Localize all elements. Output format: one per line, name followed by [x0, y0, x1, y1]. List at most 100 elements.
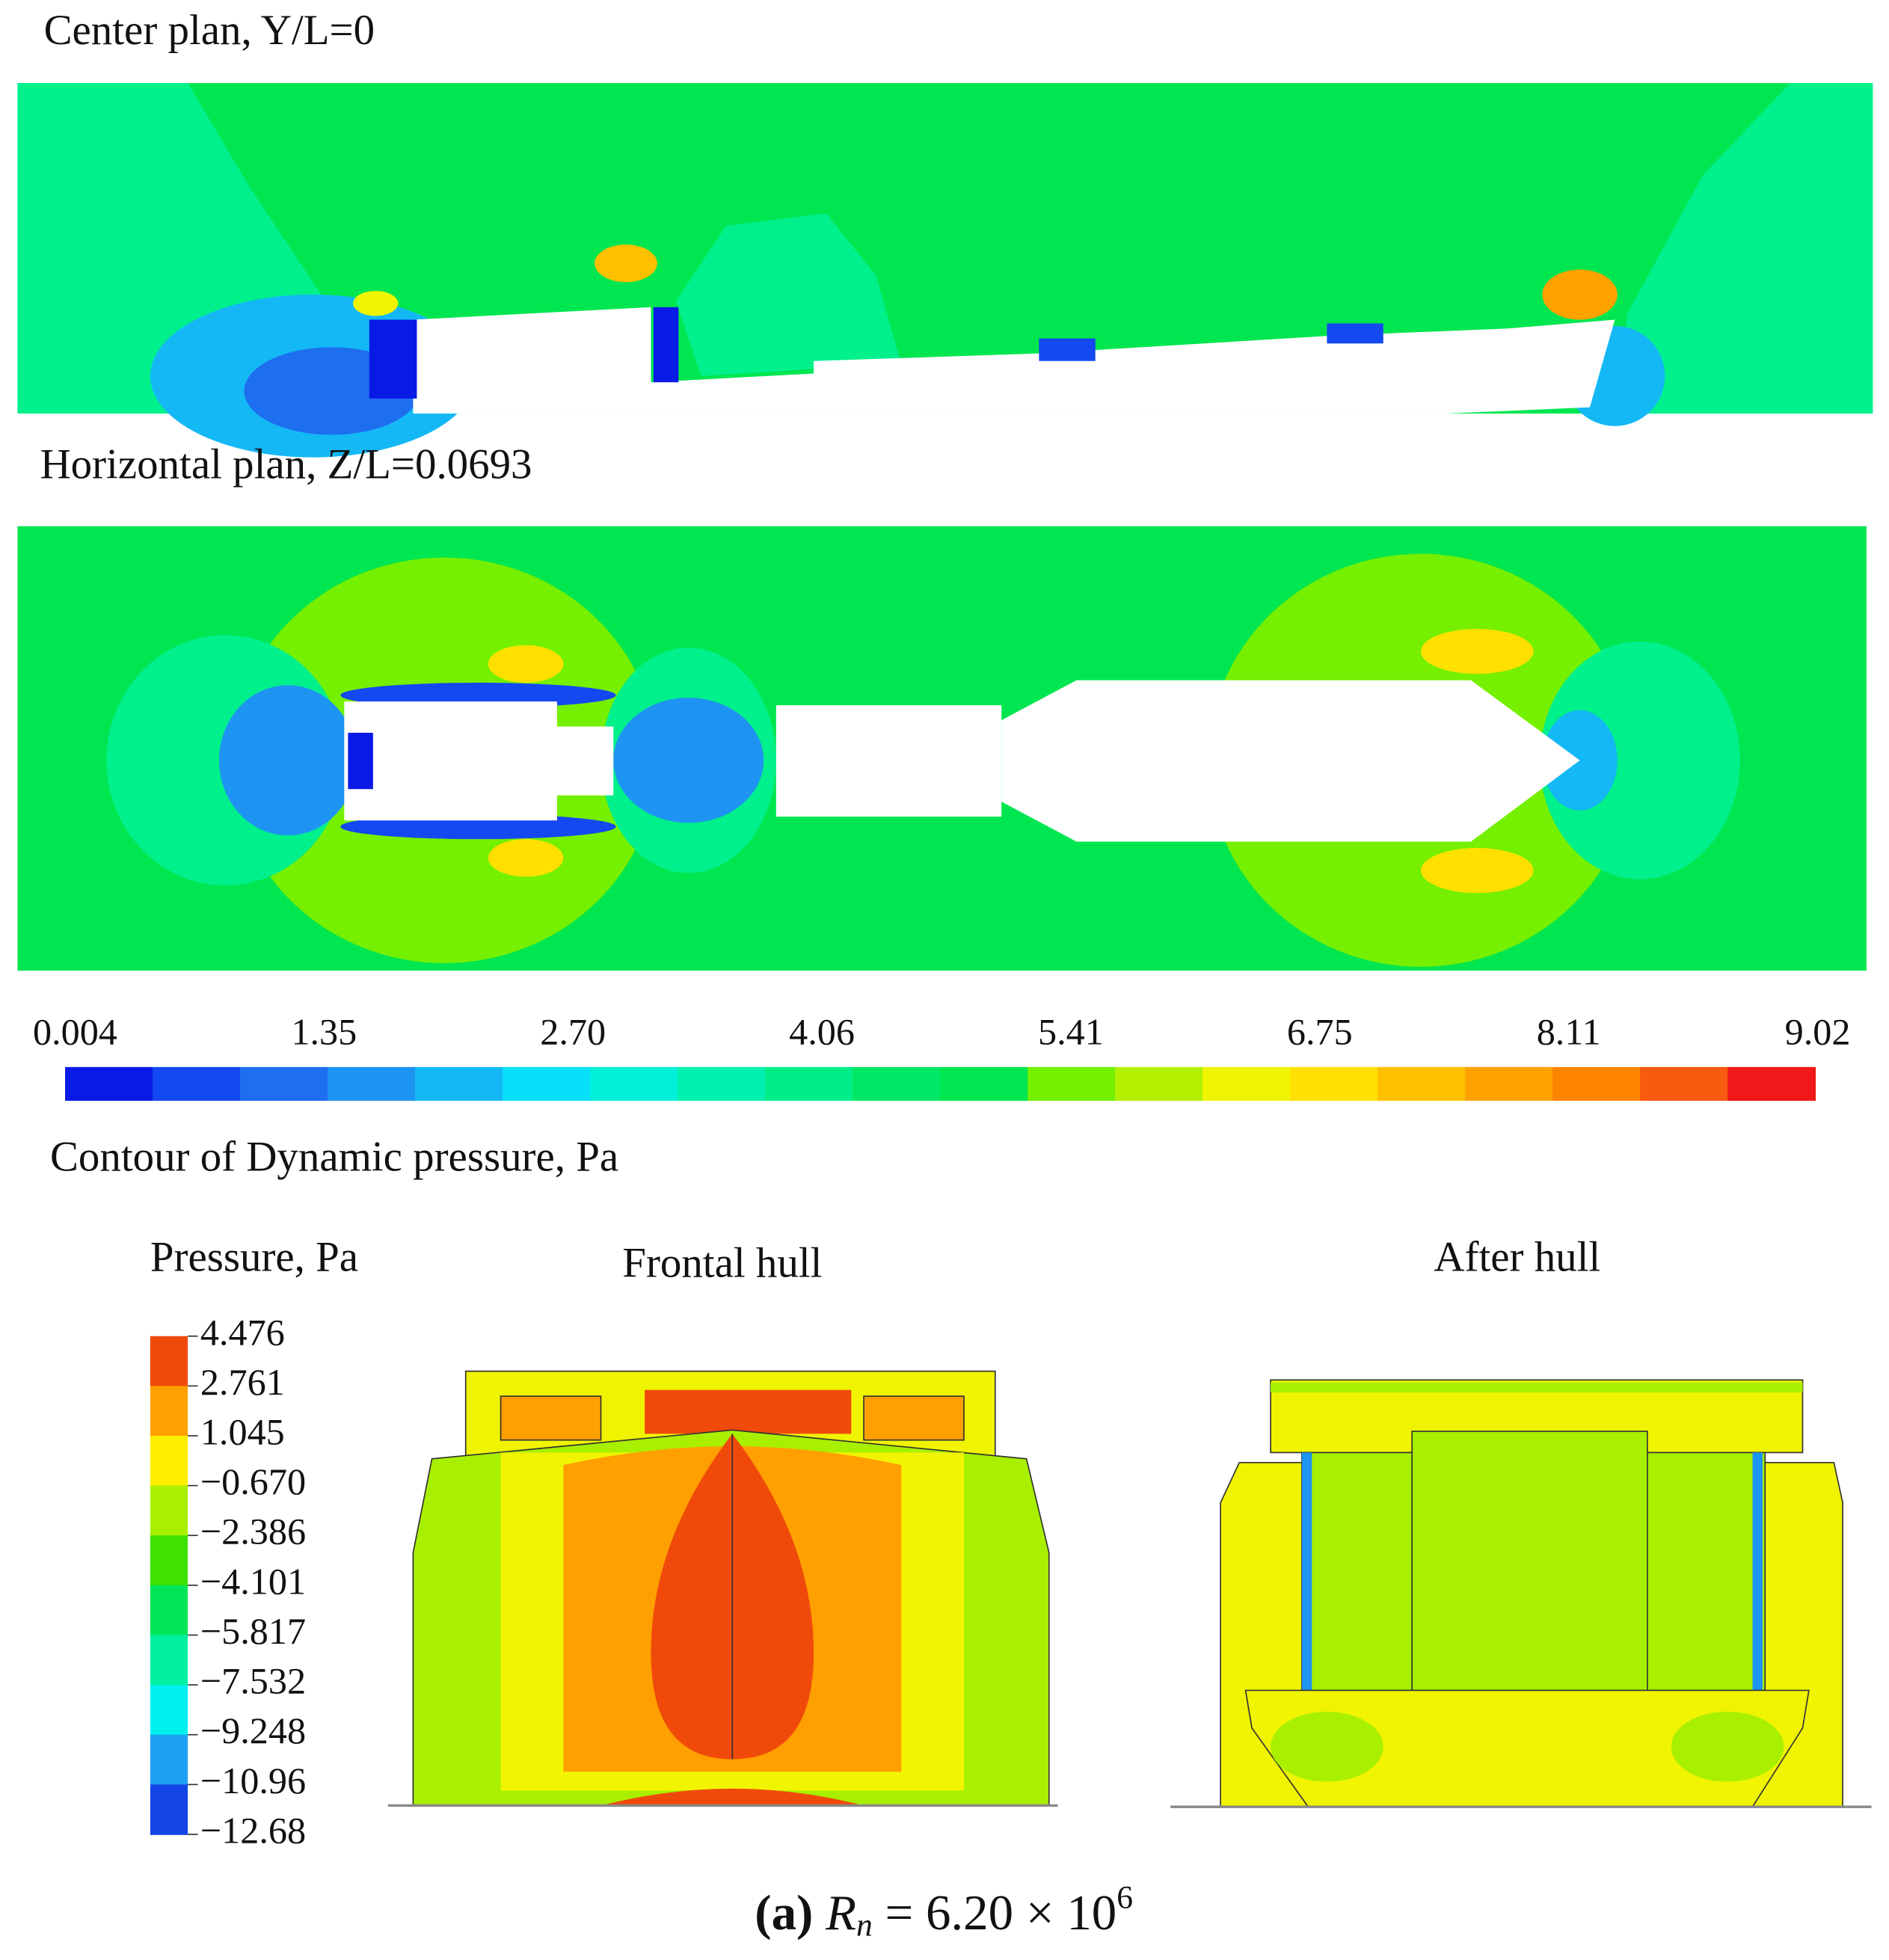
colorbar-label: 5.41 [1038, 1011, 1104, 1053]
hull [344, 701, 614, 821]
colorbar-segment [240, 1066, 328, 1102]
region [1327, 323, 1383, 344]
colorbar-label: 0.004 [33, 1011, 117, 1053]
legend-segment [150, 1485, 188, 1537]
colorbar: 0.004 1.35 2.70 4.06 5.41 6.75 8.11 9.02 [33, 1011, 1851, 1102]
colorbar-segment [503, 1066, 591, 1102]
region [1615, 83, 1873, 414]
legend-segment [150, 1734, 188, 1786]
region [488, 839, 564, 877]
colorbar-segment [765, 1066, 853, 1102]
region [1542, 269, 1618, 320]
region [1420, 847, 1534, 894]
region [369, 319, 417, 399]
region [675, 213, 902, 376]
center-plan-contour [17, 83, 1873, 458]
colorbar-segment [153, 1066, 241, 1102]
colorbar-label: 2.70 [540, 1011, 606, 1053]
region [348, 732, 373, 790]
region [488, 645, 564, 683]
colorbar-segment [1115, 1066, 1204, 1102]
colorbar-segment [590, 1066, 678, 1102]
colorbar-segment [328, 1066, 416, 1102]
caption-symbol: R [825, 1885, 856, 1941]
colorbar-segment [65, 1066, 153, 1102]
region [218, 685, 357, 836]
region [353, 290, 399, 316]
colorbar-label: 1.35 [291, 1011, 357, 1053]
region [1411, 1431, 1648, 1692]
legend-label: −10.96 [200, 1760, 306, 1801]
colorbar-segment [678, 1066, 766, 1102]
region [1271, 1711, 1383, 1782]
colorbar-segment [1202, 1066, 1291, 1102]
hull [775, 705, 1002, 817]
legend-label: 2.761 [200, 1361, 285, 1403]
region [601, 1788, 864, 1806]
legend-segment [150, 1435, 188, 1487]
region [595, 245, 657, 283]
colorbar-segment [1552, 1066, 1641, 1102]
horizontal-plan-contour [17, 526, 1867, 971]
hull [413, 307, 1615, 414]
legend-label: −9.248 [200, 1709, 306, 1751]
legend-label: −0.670 [200, 1460, 306, 1502]
colorbar-segment [940, 1066, 1028, 1102]
region [500, 1395, 602, 1441]
legend-label: −12.68 [200, 1809, 306, 1851]
colorbar-caption: Contour of Dynamic pressure, Pa [50, 1133, 618, 1180]
region [645, 1389, 852, 1434]
legend-segment [150, 1685, 188, 1736]
after-hull [1170, 1379, 1872, 1808]
colorbar-segment [1290, 1066, 1379, 1102]
colorbar-segment [1028, 1066, 1116, 1102]
legend-segment [150, 1585, 188, 1636]
colorbar-label: 9.02 [1785, 1011, 1851, 1053]
colorbar-segment [1465, 1066, 1554, 1102]
colorbar-label: 4.06 [789, 1011, 855, 1053]
caption: (a) Rn = 6.20 × 106 [755, 1880, 1133, 1944]
region [1039, 338, 1096, 361]
legend-segment [150, 1784, 188, 1835]
panel-title: Center plan, Y/L=0 [44, 7, 375, 54]
region [1539, 641, 1740, 879]
colorbar-segment [1727, 1066, 1816, 1102]
region [613, 698, 764, 823]
caption-label: (a) [755, 1885, 813, 1941]
legend-segment [150, 1386, 188, 1437]
frontal-hull [387, 1370, 1058, 1807]
region [1301, 1452, 1312, 1691]
legend-label: −7.532 [200, 1660, 306, 1702]
pressure-legend: 4.476 2.761 1.045 −0.670 −2.386 −4.101 −5.817 −… [150, 1311, 306, 1851]
colorbar-segment [415, 1066, 503, 1102]
region [1271, 1382, 1803, 1393]
legend-label: −4.101 [200, 1560, 306, 1602]
legend-label: 4.476 [200, 1311, 285, 1353]
panel-title: Horizontal plan, Z/L=0.0693 [40, 441, 532, 488]
legend-title: Pressure, Pa [150, 1233, 358, 1280]
legend-segment [150, 1635, 188, 1686]
colorbar-segment [1640, 1066, 1729, 1102]
caption-subscript: n [856, 1908, 873, 1944]
region [340, 682, 616, 708]
colorbar-segment [853, 1066, 941, 1102]
caption-text: = 6.20 × 10 [873, 1885, 1117, 1941]
region [653, 307, 679, 383]
legend-segment [150, 1535, 188, 1586]
legend-label: 1.045 [200, 1411, 285, 1453]
legend-segment [150, 1336, 188, 1387]
view-title: Frontal hull [622, 1240, 822, 1287]
legend-label: −2.386 [200, 1511, 306, 1552]
region [1671, 1711, 1784, 1782]
region [863, 1395, 965, 1441]
legend-label: −5.817 [200, 1610, 306, 1652]
caption-superscript: 6 [1116, 1880, 1133, 1916]
colorbar-segment [1377, 1066, 1466, 1102]
colorbar-label: 6.75 [1287, 1011, 1353, 1053]
view-title: After hull [1434, 1233, 1600, 1280]
region [1420, 628, 1534, 675]
colorbar-label: 8.11 [1537, 1011, 1601, 1053]
hull [1001, 680, 1580, 842]
region [1752, 1452, 1763, 1691]
